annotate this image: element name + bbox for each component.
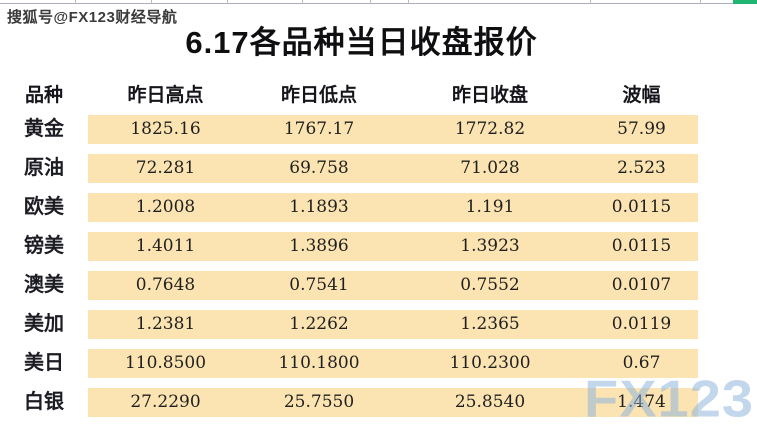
table-row: 白银 27.2290 25.7550 25.8540 1.474 — [0, 388, 698, 417]
column-header-range: 波幅 — [622, 85, 661, 106]
table-row: 镑美 1.4011 1.3896 1.3923 0.0115 — [0, 232, 698, 261]
column-divider-tick — [302, 0, 303, 4]
column-divider-tick — [75, 0, 76, 4]
cell-prev-low: 1.3896 — [243, 232, 395, 261]
cell-prev-close: 0.7552 — [395, 271, 585, 300]
table-row: 欧美 1.2008 1.1893 1.191 0.0115 — [0, 193, 698, 222]
column-divider-tick — [227, 0, 228, 4]
column-divider-tick — [408, 0, 409, 4]
table-row: 美加 1.2381 1.2262 1.2365 0.0119 — [0, 310, 698, 339]
cell-variety: 原油 — [0, 154, 88, 183]
cell-prev-high: 1.2008 — [88, 193, 243, 222]
spreadsheet-edge-line — [0, 3, 757, 4]
cell-variety: 美加 — [0, 310, 88, 339]
cell-range: 0.0115 — [585, 193, 698, 222]
cell-prev-close: 25.8540 — [395, 388, 585, 417]
cell-prev-low: 0.7541 — [243, 271, 395, 300]
column-divider-tick — [370, 0, 371, 4]
cell-prev-low: 1.1893 — [243, 193, 395, 222]
cell-range: 0.0119 — [585, 310, 698, 339]
cell-range: 2.523 — [585, 154, 698, 183]
cell-range: 0.0107 — [585, 271, 698, 300]
cell-prev-low: 1.2262 — [243, 310, 395, 339]
table-row: 原油 72.281 69.758 71.028 2.523 — [0, 154, 698, 183]
column-divider-tick — [700, 0, 701, 4]
cell-variety: 欧美 — [0, 193, 88, 222]
column-divider-tick — [590, 0, 591, 4]
cell-prev-close: 1772.82 — [395, 115, 585, 144]
column-header-variety: 品种 — [24, 85, 63, 106]
cell-prev-close: 1.3923 — [395, 232, 585, 261]
cell-prev-high: 1825.16 — [88, 115, 243, 144]
cell-variety: 白银 — [0, 388, 88, 417]
cell-prev-high: 72.281 — [88, 154, 243, 183]
cell-variety: 黄金 — [0, 115, 88, 144]
cell-prev-close: 71.028 — [395, 154, 585, 183]
cell-prev-low: 1767.17 — [243, 115, 395, 144]
cell-variety: 澳美 — [0, 271, 88, 300]
table-header-row: 品种 昨日高点 昨日低点 昨日收盘 波幅 — [0, 83, 698, 109]
cell-range: 0.0115 — [585, 232, 698, 261]
cell-prev-close: 1.191 — [395, 193, 585, 222]
cell-variety: 美日 — [0, 349, 88, 378]
cell-prev-high: 1.4011 — [88, 232, 243, 261]
cell-prev-low: 69.758 — [243, 154, 395, 183]
column-header-prev-low: 昨日低点 — [280, 85, 357, 106]
cell-variety: 镑美 — [0, 232, 88, 261]
table-row: 美日 110.8500 110.1800 110.2300 0.67 — [0, 349, 698, 378]
cell-prev-high: 1.2381 — [88, 310, 243, 339]
cell-prev-high: 110.8500 — [88, 349, 243, 378]
cell-prev-high: 27.2290 — [88, 388, 243, 417]
table-row: 黄金 1825.16 1767.17 1772.82 57.99 — [0, 115, 698, 144]
column-header-prev-high: 昨日高点 — [127, 85, 204, 106]
cell-range: 57.99 — [585, 115, 698, 144]
cell-prev-close: 1.2365 — [395, 310, 585, 339]
cell-range: 1.474 — [585, 388, 698, 417]
green-accent-block — [733, 0, 757, 4]
table-rows: 黄金 1825.16 1767.17 1772.82 57.99 原油 72.2… — [0, 115, 698, 427]
column-divider-tick — [151, 0, 152, 4]
cell-prev-low: 25.7550 — [243, 388, 395, 417]
table-row: 澳美 0.7648 0.7541 0.7552 0.0107 — [0, 271, 698, 300]
cell-prev-low: 110.1800 — [243, 349, 395, 378]
page-title: 6.17各品种当日收盘报价 — [185, 25, 538, 60]
column-header-prev-close: 昨日收盘 — [451, 85, 528, 106]
cell-range: 0.67 — [585, 349, 698, 378]
watermark-sohu-account: 搜狐号@FX123财经导航 — [7, 9, 178, 26]
cell-prev-high: 0.7648 — [88, 271, 243, 300]
cell-prev-close: 110.2300 — [395, 349, 585, 378]
